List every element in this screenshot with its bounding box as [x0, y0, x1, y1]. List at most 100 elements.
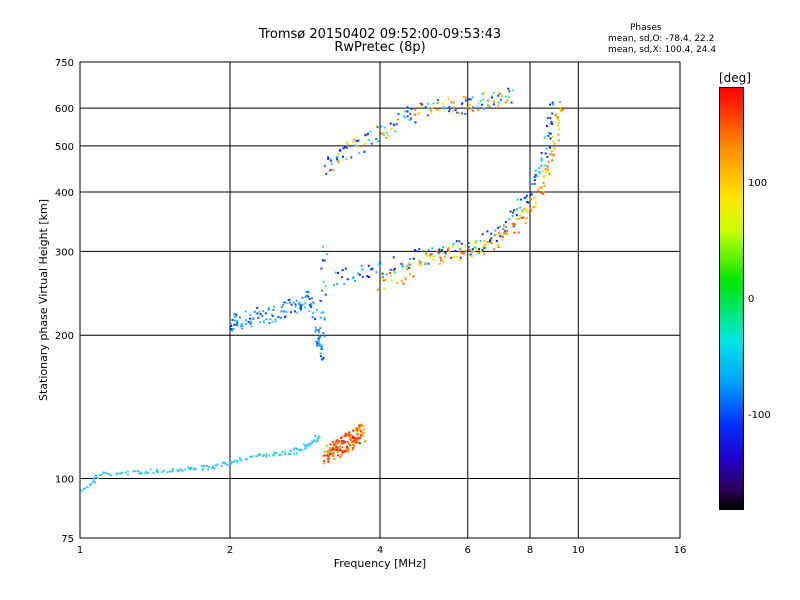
data-point	[517, 231, 520, 234]
data-point	[459, 250, 462, 253]
data-point	[333, 284, 336, 287]
data-point	[296, 448, 299, 451]
data-point	[348, 431, 351, 434]
data-point	[412, 275, 415, 278]
data-point	[187, 466, 190, 469]
data-point	[346, 278, 349, 281]
data-point	[346, 434, 349, 437]
data-point	[496, 243, 499, 246]
data-point	[290, 303, 293, 306]
data-point	[337, 160, 340, 163]
data-point	[548, 172, 551, 175]
data-point	[483, 240, 486, 243]
data-point	[328, 458, 331, 461]
data-point	[249, 456, 252, 459]
data-point	[375, 271, 378, 274]
data-point	[530, 209, 533, 212]
data-point	[231, 329, 234, 332]
data-point	[134, 470, 137, 473]
data-point	[354, 440, 357, 443]
data-point	[259, 321, 262, 324]
data-point	[435, 249, 438, 252]
data-point	[327, 455, 330, 458]
data-point	[489, 239, 492, 242]
data-point	[180, 468, 183, 471]
x-tick-label: 4	[377, 545, 383, 556]
data-point	[499, 233, 502, 236]
y-tick-label: 500	[55, 142, 74, 153]
data-point	[327, 157, 330, 160]
data-point	[512, 223, 515, 226]
data-point	[474, 241, 477, 244]
data-point	[355, 140, 358, 143]
data-point	[481, 103, 484, 106]
data-point	[506, 233, 509, 236]
data-point	[319, 327, 322, 330]
data-point	[319, 316, 322, 319]
data-point	[529, 207, 532, 210]
data-point	[262, 321, 265, 324]
data-point	[385, 131, 388, 134]
data-point	[395, 123, 398, 126]
data-point	[234, 459, 237, 462]
data-point	[98, 473, 101, 476]
data-point	[307, 444, 310, 447]
data-point	[505, 232, 508, 235]
data-point	[370, 268, 373, 271]
data-point	[189, 468, 192, 471]
data-point	[494, 229, 497, 232]
data-point	[397, 113, 400, 116]
data-point	[544, 168, 547, 171]
data-point	[441, 260, 444, 263]
data-point	[166, 471, 169, 474]
data-point	[475, 241, 478, 244]
data-point	[360, 431, 363, 434]
data-point	[481, 248, 484, 251]
phase-colorbar	[719, 87, 744, 510]
data-point	[409, 273, 412, 276]
data-point	[554, 114, 557, 117]
data-point	[556, 117, 559, 120]
data-point	[544, 171, 547, 174]
data-point	[84, 487, 87, 490]
data-point	[271, 320, 274, 323]
data-point	[344, 267, 347, 270]
data-point	[288, 301, 291, 304]
data-point	[235, 461, 238, 464]
data-point	[432, 102, 435, 105]
data-point	[144, 472, 147, 475]
data-point	[540, 192, 543, 195]
data-point	[558, 119, 561, 122]
data-point	[378, 264, 381, 267]
data-point	[184, 468, 187, 471]
data-point	[460, 112, 463, 115]
data-point	[471, 108, 474, 111]
data-point	[525, 217, 528, 220]
data-point	[227, 463, 230, 466]
data-point	[413, 249, 416, 252]
data-point	[444, 255, 447, 258]
data-point	[486, 241, 489, 244]
data-point	[484, 244, 487, 247]
data-point	[145, 470, 148, 473]
data-point	[316, 344, 319, 347]
data-point	[330, 162, 333, 165]
data-point	[471, 248, 474, 251]
data-point	[406, 110, 409, 113]
data-point	[369, 130, 372, 133]
data-point	[324, 285, 327, 288]
data-point	[340, 453, 343, 456]
data-point	[323, 318, 326, 321]
data-point	[429, 255, 432, 258]
data-point	[468, 248, 471, 251]
data-point	[497, 101, 500, 104]
data-point	[492, 103, 495, 106]
data-point	[393, 267, 396, 270]
data-point	[557, 116, 560, 119]
data-point	[356, 436, 359, 439]
data-point	[544, 175, 547, 178]
data-point	[498, 92, 501, 95]
data-point	[308, 304, 311, 307]
data-point	[540, 151, 543, 154]
data-point	[300, 305, 303, 308]
